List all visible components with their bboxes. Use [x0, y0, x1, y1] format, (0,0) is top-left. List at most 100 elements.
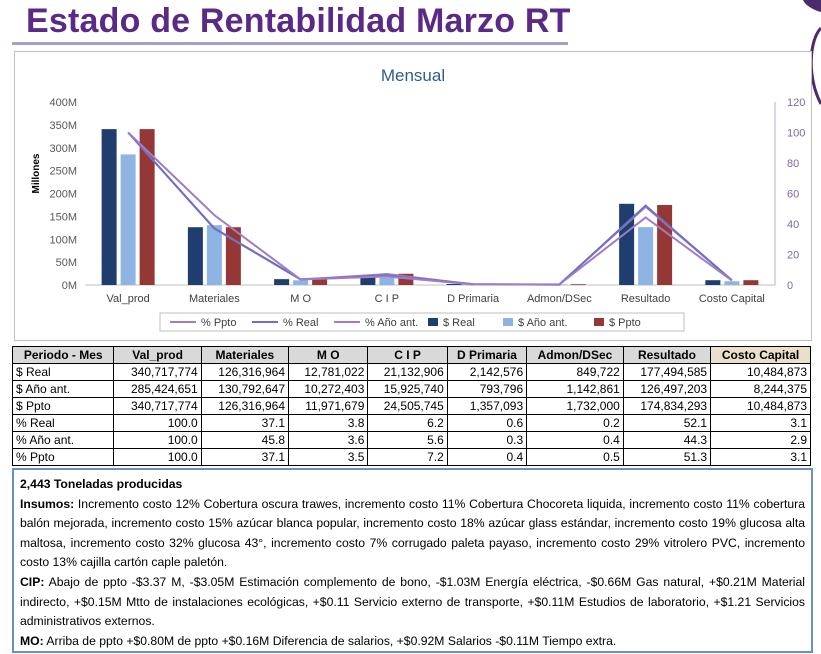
bar: [206, 225, 222, 285]
table-cell: 126,316,964: [200, 363, 290, 381]
y-tick-label: 0M: [62, 280, 77, 292]
table-cell: 0.2: [526, 414, 624, 432]
x-tick-label: Resultado: [621, 293, 671, 305]
legend-swatch: [594, 318, 604, 326]
table-cell: 51.3: [622, 448, 712, 466]
legend-label: % Año ant.: [365, 317, 418, 329]
legend-swatch: [503, 318, 513, 326]
table-row: % Real 100.0 37.1 3.8 6.2 0.6 0.2 52.1 3.1: [11, 414, 811, 432]
title-underline: [12, 42, 568, 45]
bar: [101, 129, 117, 285]
table-cell: 45.8: [200, 431, 290, 449]
bar: [638, 227, 654, 285]
table-cell: 2.9: [710, 431, 811, 449]
table-header-cell: D Primaria: [446, 346, 528, 364]
chart-area: Mensual Millones 0M 50M 100M 150M 200M 250M 300M…: [14, 51, 812, 341]
table-cell: 6.2: [367, 414, 448, 432]
bar: [187, 227, 203, 285]
table-cell: 37.1: [200, 414, 290, 432]
x-tick-label: Costo Capital: [699, 293, 765, 305]
bar: [360, 275, 376, 285]
table-row: $ Ppto 340,717,774 126,316,964 11,971,679 24…: [11, 397, 811, 415]
table-cell: 100.0: [113, 448, 202, 466]
page-title: Estado de Rentabilidad Marzo RT: [26, 2, 571, 40]
table-cell: 177,494,585: [622, 363, 712, 381]
bar: [293, 280, 309, 285]
table-row: $ Año ant. 285,424,651 130,792,647 10,272,4…: [11, 380, 811, 398]
y-tick-label: 300M: [49, 143, 77, 155]
cip-label: CIP:: [20, 574, 45, 589]
y2-tick-label: 40: [787, 219, 799, 231]
table-cell: 126,316,964: [200, 397, 290, 415]
table-cell: 5.6: [367, 431, 448, 449]
table-cell: 12,781,022: [287, 363, 369, 381]
bar: [120, 154, 136, 285]
mo-label: MO:: [20, 633, 44, 648]
notes-heading: 2,443 Toneladas producidas: [20, 477, 183, 491]
insumos-text: Incremento costo 12% Cobertura oscura tr…: [20, 496, 805, 570]
table-cell: 340,717,774: [113, 363, 202, 381]
table-cell: 0.4: [526, 431, 624, 449]
table-cell: 1,142,861: [526, 380, 624, 398]
row-label: $ Ppto: [11, 397, 115, 415]
table-cell: 15,925,740: [367, 380, 448, 398]
table-cell: 10,484,873: [710, 397, 811, 415]
table-row: % Año ant. 100.0 45.8 3.6 5.6 0.3 0.4 44.3 2.9: [11, 431, 811, 449]
bar: [274, 279, 290, 285]
y-tick-label: 250M: [49, 166, 77, 178]
y-tick-label: 200M: [49, 189, 77, 201]
legend-label: % Real: [283, 317, 318, 329]
bar: [139, 129, 155, 285]
bar: [446, 284, 462, 285]
y2-tick-label: 100: [787, 128, 805, 140]
y-tick-label: 350M: [49, 120, 77, 132]
bar: [398, 273, 414, 285]
y2-tick-label: 20: [787, 250, 799, 262]
table-cell: 793,796: [446, 380, 528, 398]
table-cell: 2,142,576: [446, 363, 528, 381]
table-cell: 126,497,203: [622, 380, 712, 398]
bar: [743, 280, 759, 285]
x-tick-label: C I P: [375, 293, 399, 305]
legend-label: $ Año ant.: [518, 317, 568, 329]
legend-box: [159, 312, 685, 332]
table-cell: 7.2: [367, 448, 448, 466]
table-row: % Ppto 100.0 37.1 3.5 7.2 0.4 0.5 51.3 3.1: [11, 448, 811, 466]
series-line: [127, 131, 733, 286]
table-body: $ Real 340,717,774 126,316,964 12,781,022 21…: [11, 363, 811, 466]
table-cell: 10,272,403: [287, 380, 369, 398]
table-header-cell: M O: [287, 346, 369, 364]
y-tick-label: 50M: [56, 257, 77, 269]
y-tick-label: 100M: [49, 234, 77, 246]
y-tick-label: 150M: [49, 211, 77, 223]
x-tick-label: Val_prod: [107, 293, 150, 305]
bar: [619, 203, 635, 285]
table-header-cell: Admon/DSec: [526, 346, 624, 364]
notes-box: 2,443 Toneladas producidas Insumos: Incr…: [12, 468, 813, 653]
table-cell: 52.1: [622, 414, 712, 432]
table-cell: 130,792,647: [200, 380, 290, 398]
mo-text: Arriba de ppto +$0.80M de ppto +$0.16M D…: [43, 633, 617, 648]
bar: [705, 280, 721, 285]
table-cell: 44.3: [622, 431, 712, 449]
y2-tick-label: 0: [787, 280, 793, 292]
y2-tick-label: 120: [787, 97, 805, 109]
table-cell: 21,132,906: [367, 363, 448, 381]
bar: [724, 281, 740, 285]
row-label: % Real: [11, 414, 115, 432]
legend-label: % Ppto: [201, 317, 236, 329]
notes-insumos: Insumos: Incremento costo 12% Cobertura …: [20, 495, 805, 573]
legend-label: $ Real: [443, 317, 475, 329]
table-cell: 3.8: [287, 414, 369, 432]
table-header-cell: Periodo - Mes: [11, 346, 115, 364]
table-cell: 3.1: [710, 448, 811, 466]
y2-tick-label: 60: [787, 189, 799, 201]
table-header-cell: Materiales: [200, 346, 290, 364]
table-cell: 1,357,093: [446, 397, 528, 415]
x-tick-label: Admon/DSec: [527, 293, 592, 305]
row-label: $ Año ant.: [11, 380, 115, 398]
bar: [312, 279, 328, 285]
table-cell: 340,717,774: [113, 397, 202, 415]
table-cell: 3.1: [710, 414, 811, 432]
